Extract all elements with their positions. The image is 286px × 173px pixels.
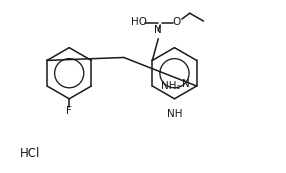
Text: N: N [154,25,162,35]
Text: NH: NH [167,109,182,119]
Text: HCl: HCl [20,147,40,160]
Text: NH₂: NH₂ [161,81,181,91]
Text: N: N [182,79,190,89]
Text: O: O [173,17,181,27]
Text: HO: HO [130,17,146,27]
Text: F: F [66,106,72,116]
